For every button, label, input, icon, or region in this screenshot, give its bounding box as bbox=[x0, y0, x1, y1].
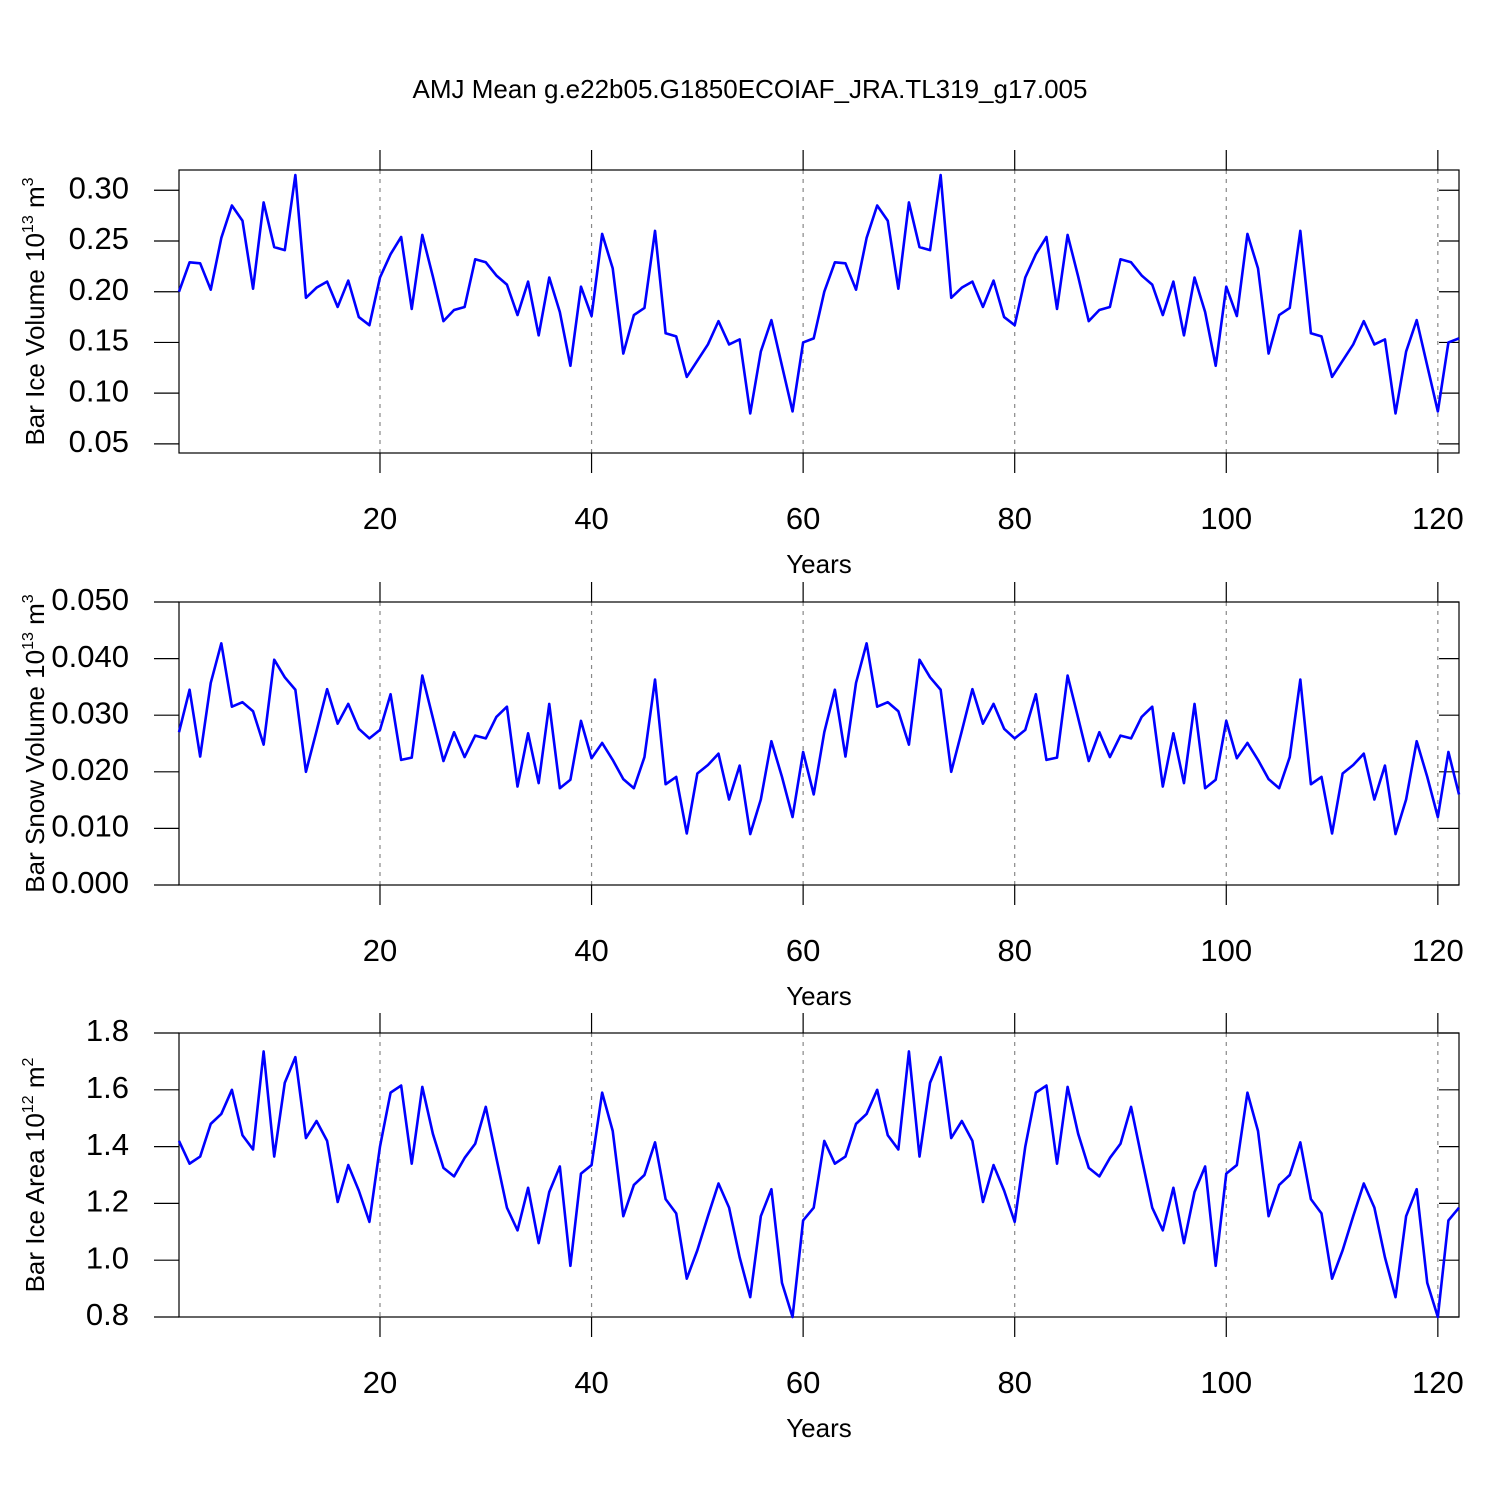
y-axis-label-part: m bbox=[20, 603, 50, 632]
x-tick-label: 80 bbox=[997, 1365, 1031, 1400]
y-tick-label: 0.25 bbox=[69, 221, 129, 256]
plot-frame bbox=[178, 1032, 1460, 1318]
y-axis-label-part: Bar Ice Volume 10 bbox=[20, 233, 50, 445]
y-axis-label: Bar Ice Volume 1013 m3 bbox=[20, 177, 50, 445]
y-tick-label: 0.040 bbox=[51, 639, 129, 674]
x-tick-label: 60 bbox=[786, 501, 820, 536]
y-tick-label: 0.050 bbox=[51, 582, 129, 617]
x-tick-label: 80 bbox=[997, 933, 1031, 968]
y-axis-label-part: Bar Snow Volume 10 bbox=[20, 650, 50, 893]
y-tick-label: 0.20 bbox=[69, 272, 129, 307]
y-axis-label-exponent: 2 bbox=[20, 1057, 37, 1066]
y-tick-label: 0.010 bbox=[51, 809, 129, 844]
x-tick-label: 120 bbox=[1412, 933, 1464, 968]
x-tick-label: 100 bbox=[1200, 933, 1252, 968]
y-tick-label: 1.6 bbox=[86, 1070, 129, 1105]
y-axis-label: Bar Snow Volume 1013 m3 bbox=[20, 594, 50, 893]
y-tick-label: 0.030 bbox=[51, 695, 129, 730]
y-axis-label-exponent: 12 bbox=[20, 1095, 37, 1113]
x-tick-label: 40 bbox=[574, 933, 608, 968]
y-tick-label: 0.30 bbox=[69, 170, 129, 205]
x-tick-label: 60 bbox=[786, 933, 820, 968]
plot-frame bbox=[178, 169, 1460, 454]
data-line bbox=[177, 642, 1461, 836]
x-tick-label: 80 bbox=[997, 501, 1031, 536]
chart-title: AMJ Mean g.e22b05.G1850ECOIAF_JRA.TL319_… bbox=[413, 74, 1088, 104]
x-tick-label: 60 bbox=[786, 1365, 820, 1400]
y-axis-label-exponent: 13 bbox=[20, 215, 37, 233]
x-tick-label: 40 bbox=[574, 501, 608, 536]
x-tick-label: 100 bbox=[1200, 1365, 1252, 1400]
y-tick-label: 0.000 bbox=[51, 865, 129, 900]
x-tick-label: 20 bbox=[363, 501, 397, 536]
y-tick-label: 0.15 bbox=[69, 323, 129, 358]
y-tick-label: 0.05 bbox=[69, 424, 129, 459]
y-tick-label: 1.2 bbox=[86, 1184, 129, 1219]
x-tick-label: 20 bbox=[363, 1365, 397, 1400]
y-tick-label: 1.4 bbox=[86, 1127, 129, 1162]
x-tick-label: 120 bbox=[1412, 501, 1464, 536]
plot-frame bbox=[178, 601, 1460, 886]
x-tick-label: 120 bbox=[1412, 1365, 1464, 1400]
data-line bbox=[177, 1050, 1461, 1319]
y-tick-label: 1.0 bbox=[86, 1240, 129, 1275]
x-axis-label: Years bbox=[786, 981, 852, 1011]
y-tick-label: 1.8 bbox=[86, 1013, 129, 1048]
x-tick-label: 100 bbox=[1200, 501, 1252, 536]
y-axis-label-exponent: 3 bbox=[20, 177, 37, 186]
x-tick-label: 20 bbox=[363, 933, 397, 968]
x-axis-label: Years bbox=[786, 1413, 852, 1443]
y-tick-label: 0.8 bbox=[86, 1297, 129, 1332]
x-tick-label: 40 bbox=[574, 1365, 608, 1400]
y-axis-label-part: Bar Ice Area 10 bbox=[20, 1113, 50, 1292]
y-axis-label-part: m bbox=[20, 186, 50, 215]
y-axis-label: Bar Ice Area 1012 m2 bbox=[20, 1057, 50, 1292]
data-line bbox=[177, 173, 1460, 415]
y-axis-label-exponent: 13 bbox=[20, 632, 37, 650]
y-tick-label: 0.10 bbox=[69, 373, 129, 408]
y-axis-label-exponent: 3 bbox=[20, 594, 37, 603]
x-axis-label: Years bbox=[786, 549, 852, 579]
y-axis-label-part: m bbox=[20, 1066, 50, 1095]
y-tick-label: 0.020 bbox=[51, 752, 129, 787]
